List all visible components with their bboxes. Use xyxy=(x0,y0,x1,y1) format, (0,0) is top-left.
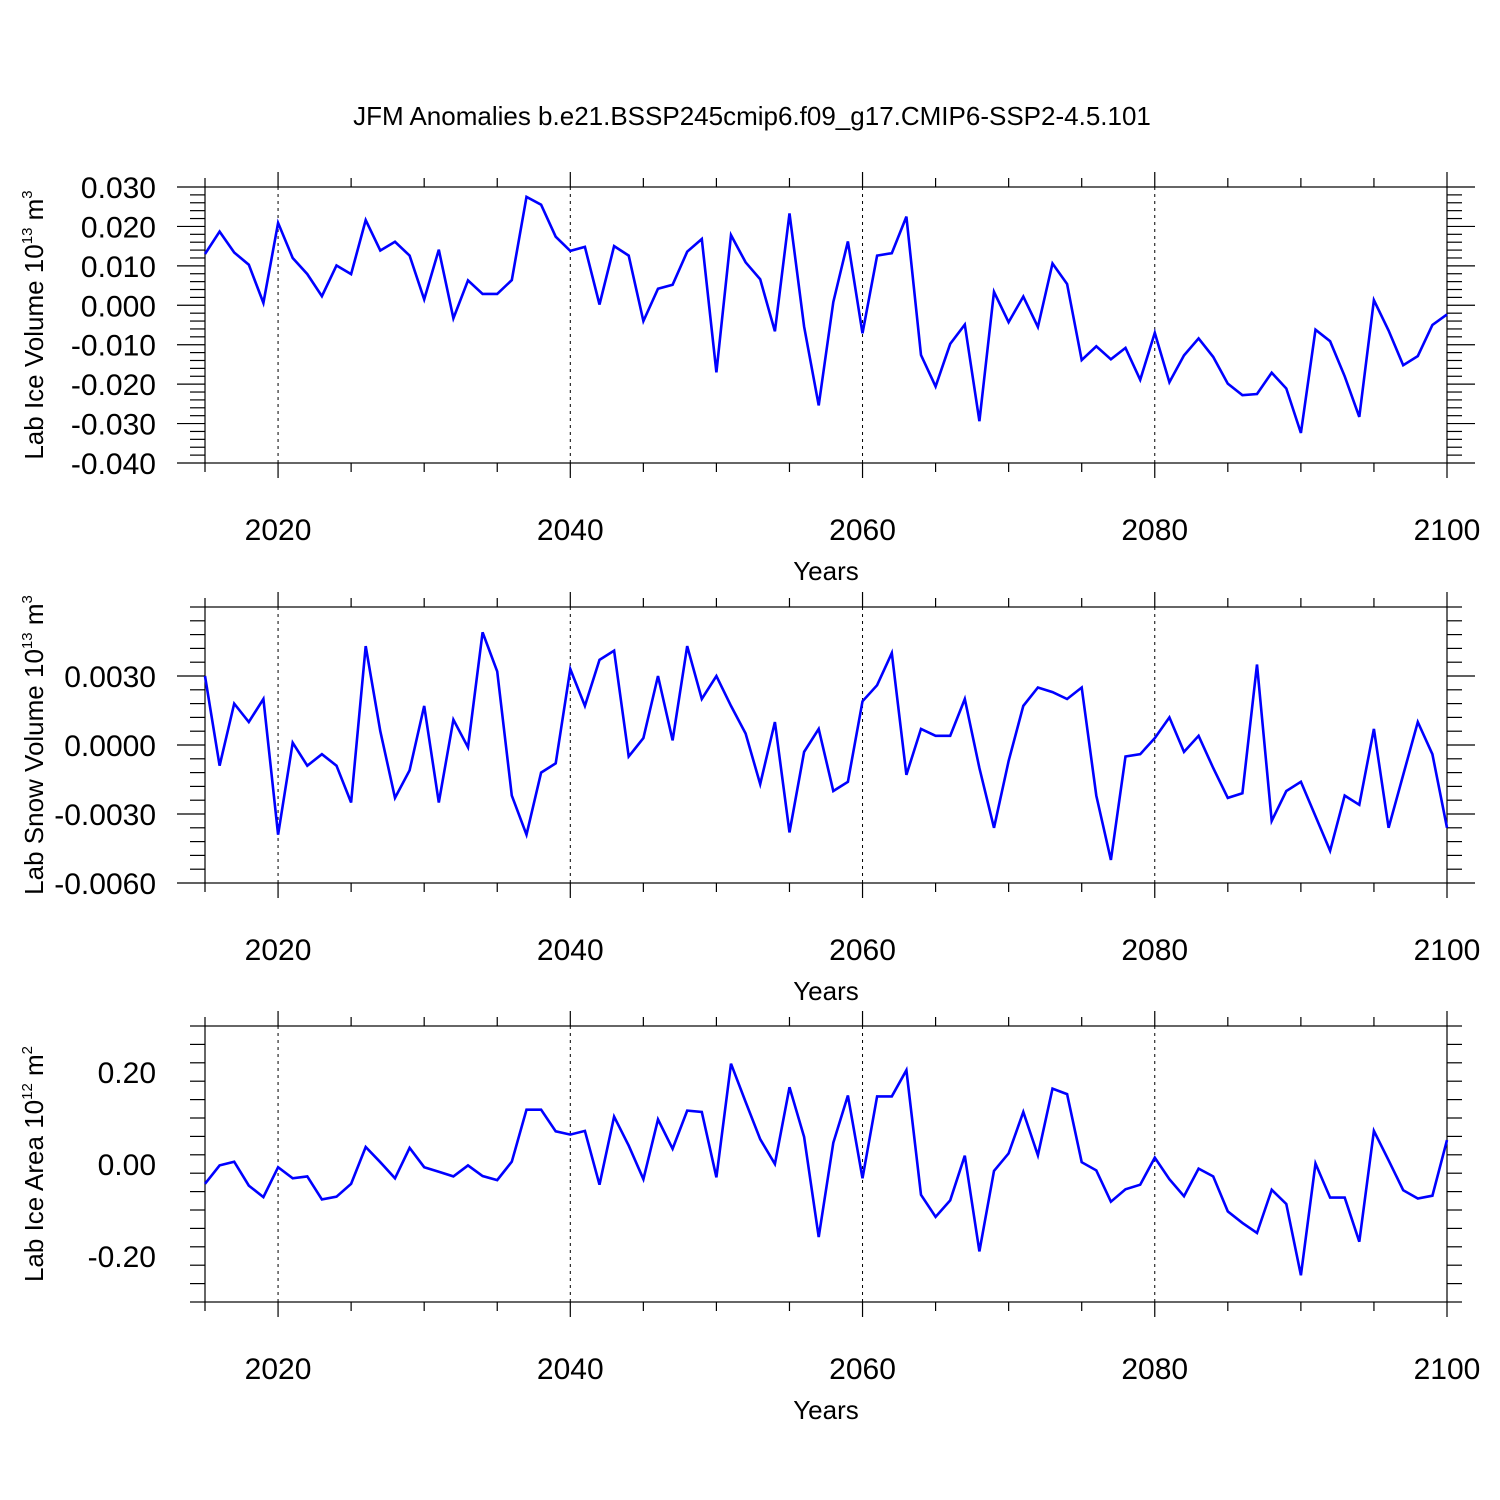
y-tick-label: -0.030 xyxy=(71,409,156,442)
x-axis-title: Years xyxy=(793,1395,859,1425)
y-tick-label: 0.030 xyxy=(81,172,156,205)
x-tick-label: 2020 xyxy=(245,1353,312,1386)
x-tick-label: 2040 xyxy=(537,514,604,547)
y-tick-label: -0.040 xyxy=(71,448,156,481)
plot-frame xyxy=(204,186,1448,464)
y-axis-title: Lab Ice Volume 1013 m3 xyxy=(19,190,49,459)
x-tick-label: 2060 xyxy=(829,1353,896,1386)
panel-2: 0.0030 0.0000 -0.0030 -0.0060 2020 2040 2060 20… xyxy=(19,592,1480,1006)
x-axis-title: Years xyxy=(793,976,859,1006)
x-tick-label: 2040 xyxy=(537,934,604,967)
x-tick-label: 2080 xyxy=(1121,1353,1188,1386)
y-tick-label: 0.020 xyxy=(81,211,156,244)
series-line xyxy=(203,631,1449,861)
y-tick-label: 0.00 xyxy=(98,1149,156,1182)
y-tick-label: 0.20 xyxy=(98,1057,156,1090)
y-tick-label: 0.0030 xyxy=(64,661,156,694)
y-tick-label: -0.0030 xyxy=(54,799,156,832)
x-tick-label: 2060 xyxy=(829,934,896,967)
plot-frame xyxy=(204,606,1448,884)
y-tick-label: -0.0060 xyxy=(54,868,156,901)
plot-frame xyxy=(204,1025,1448,1303)
y-axis-title: Lab Ice Area 1012 m2 xyxy=(19,1046,49,1282)
x-tick-label: 2020 xyxy=(245,934,312,967)
y-tick-label: 0.0000 xyxy=(64,730,156,763)
x-tick-label: 2100 xyxy=(1414,1353,1481,1386)
x-tick-label: 2060 xyxy=(829,514,896,547)
x-tick-label: 2020 xyxy=(245,514,312,547)
panel-3: 0.20 0.00 -0.20 2020 2040 2060 2080 2100 Years La… xyxy=(19,1011,1480,1425)
chart-title: JFM Anomalies b.e21.BSSP245cmip6.f09_g17… xyxy=(353,101,1151,131)
x-tick-label: 2080 xyxy=(1121,934,1188,967)
y-tick-label: 0.010 xyxy=(81,251,156,284)
x-tick-label: 2040 xyxy=(537,1353,604,1386)
y-tick-label: -0.020 xyxy=(71,369,156,402)
series-line xyxy=(203,1063,1449,1276)
x-axis-title: Years xyxy=(793,556,859,586)
y-tick-label: -0.20 xyxy=(88,1241,156,1274)
y-tick-label: -0.010 xyxy=(71,330,156,363)
x-tick-label: 2080 xyxy=(1121,514,1188,547)
y-tick-label: 0.000 xyxy=(81,290,156,323)
series-line xyxy=(203,194,1448,434)
x-tick-label: 2100 xyxy=(1414,934,1481,967)
y-axis-title: Lab Snow Volume 1013 m3 xyxy=(19,595,49,895)
panel-1: 0.030 0.020 0.010 0.000 -0.010 -0.020 -0.030 -0… xyxy=(19,172,1480,586)
x-tick-label: 2100 xyxy=(1414,514,1481,547)
